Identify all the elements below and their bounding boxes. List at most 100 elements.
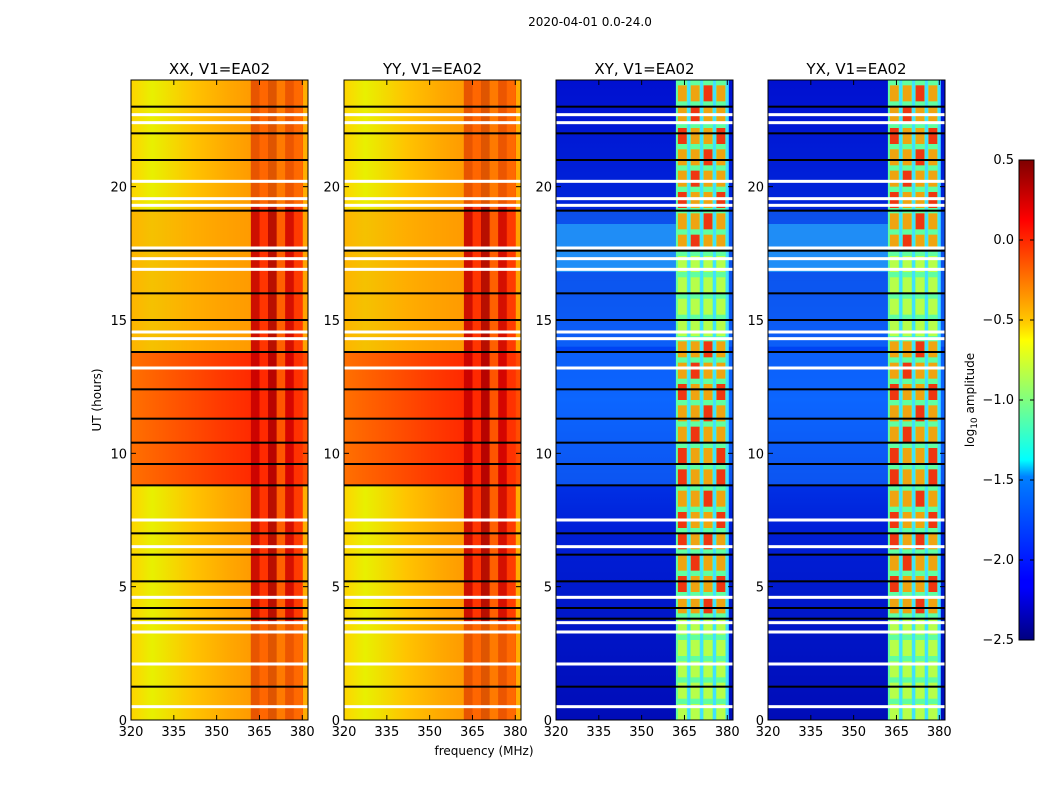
rfi-cell bbox=[915, 170, 925, 187]
white-flag-gap bbox=[131, 518, 308, 522]
rfi-cell bbox=[889, 341, 899, 358]
rfi-divider bbox=[912, 80, 916, 720]
rfi-column bbox=[481, 80, 491, 720]
rfi-cell bbox=[703, 213, 713, 230]
rfi-cell bbox=[690, 362, 700, 379]
white-flag-gap bbox=[556, 246, 733, 250]
colorbar-tick-label: −0.5 bbox=[982, 313, 1014, 328]
black-flag-line bbox=[556, 292, 733, 295]
black-flag-line bbox=[344, 553, 521, 556]
rfi-cell bbox=[690, 448, 700, 464]
rfi-cell bbox=[703, 277, 713, 294]
rfi-cell bbox=[677, 85, 687, 102]
colorbar-label: log10 amplitude bbox=[963, 353, 980, 447]
black-flag-line bbox=[344, 607, 521, 609]
white-flag-gap bbox=[344, 330, 521, 334]
rfi-cell bbox=[716, 85, 726, 102]
rfi-cell bbox=[928, 576, 938, 592]
rfi-cell bbox=[703, 533, 713, 550]
rfi-cell bbox=[902, 597, 912, 614]
rfi-cell bbox=[703, 640, 713, 656]
rfi-column bbox=[489, 80, 499, 720]
black-flag-line bbox=[344, 441, 521, 444]
black-flag-line bbox=[556, 105, 733, 108]
rfi-cell bbox=[928, 256, 938, 272]
rfi-cell bbox=[915, 426, 925, 443]
x-tick-label: 350 bbox=[841, 725, 866, 740]
rfi-cell bbox=[928, 426, 938, 443]
rfi-cell bbox=[716, 682, 726, 699]
rfi-cell bbox=[902, 362, 912, 379]
black-flag-line bbox=[556, 319, 733, 321]
rfi-cell bbox=[690, 533, 700, 550]
panel-frame bbox=[130, 79, 309, 721]
rfi-cell bbox=[677, 618, 687, 635]
rfi-cell bbox=[703, 704, 713, 720]
rfi-cell bbox=[716, 128, 726, 144]
rfi-cell bbox=[690, 405, 700, 422]
y-tick-label: 10 bbox=[535, 447, 552, 462]
black-flag-line bbox=[131, 532, 308, 535]
black-flag-line bbox=[344, 249, 521, 252]
black-flag-line bbox=[131, 484, 308, 487]
white-flag-gap bbox=[131, 621, 308, 625]
colorbar-tick-label: 0.5 bbox=[993, 153, 1014, 168]
rfi-cell bbox=[928, 597, 938, 614]
rfi-cell bbox=[677, 448, 687, 464]
rfi-cell bbox=[677, 256, 687, 272]
rfi-cell bbox=[915, 597, 925, 614]
rfi-cell bbox=[716, 234, 726, 251]
panel-yy: YY, V1=EA02 320 335 350 365 380 0 5 10 15 20 bbox=[323, 60, 527, 740]
rfi-cell bbox=[889, 149, 899, 166]
rfi-cell bbox=[703, 682, 713, 699]
rfi-cell bbox=[716, 597, 726, 614]
rfi-cell bbox=[928, 234, 938, 251]
rfi-cell bbox=[889, 128, 899, 144]
white-flag-gap bbox=[344, 257, 521, 261]
white-flag-gap bbox=[768, 621, 945, 625]
white-flag-gap bbox=[556, 595, 733, 599]
white-flag-gap bbox=[768, 337, 945, 341]
rfi-cell bbox=[889, 469, 899, 486]
rfi-cell bbox=[889, 320, 899, 336]
black-flag-line bbox=[768, 319, 945, 321]
white-flag-gap bbox=[768, 179, 945, 183]
rfi-cell bbox=[690, 149, 700, 166]
y-tick-label: 10 bbox=[110, 447, 127, 462]
white-flag-gap bbox=[344, 203, 521, 207]
rfi-divider bbox=[899, 80, 903, 720]
rfi-cell bbox=[677, 405, 687, 422]
rfi-cell bbox=[716, 170, 726, 187]
x-tick-label: 320 bbox=[544, 725, 569, 740]
white-flag-gap bbox=[556, 330, 733, 334]
y-tick-label: 5 bbox=[544, 581, 552, 596]
black-flag-line bbox=[556, 132, 733, 135]
panel-image bbox=[556, 80, 733, 720]
rfi-cell bbox=[677, 469, 687, 486]
rfi-column bbox=[259, 80, 269, 720]
y-tick-label: 5 bbox=[119, 581, 127, 596]
rfi-cell bbox=[716, 341, 726, 358]
rfi-cell bbox=[677, 554, 687, 571]
black-flag-line bbox=[556, 249, 733, 252]
black-flag-line bbox=[768, 388, 945, 391]
rfi-column bbox=[276, 80, 286, 720]
rfi-cell bbox=[928, 405, 938, 422]
rfi-divider bbox=[712, 80, 716, 720]
white-flag-gap bbox=[344, 545, 521, 549]
black-flag-line bbox=[344, 209, 521, 212]
rfi-cell bbox=[928, 149, 938, 166]
rfi-cell bbox=[716, 149, 726, 166]
x-tick-label: 335 bbox=[798, 725, 823, 740]
rfi-cell bbox=[902, 554, 912, 571]
rfi-cell bbox=[716, 576, 726, 592]
rfi-cell bbox=[690, 661, 700, 678]
black-flag-line bbox=[131, 105, 308, 108]
rfi-cell bbox=[677, 149, 687, 166]
white-flag-gap bbox=[131, 246, 308, 250]
rfi-cell bbox=[902, 234, 912, 251]
rfi-cell bbox=[915, 576, 925, 592]
y-tick-label: 15 bbox=[747, 314, 764, 329]
white-flag-gap bbox=[344, 246, 521, 250]
black-flag-line bbox=[131, 463, 308, 465]
